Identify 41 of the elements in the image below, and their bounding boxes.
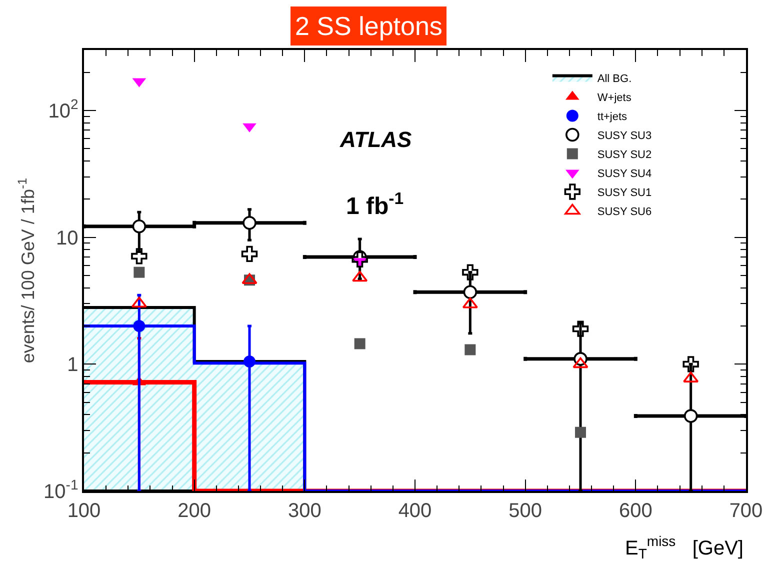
x-tick-label: 300 [288,500,322,522]
y-tick-label: 10 [56,227,78,250]
point [134,266,145,278]
legend-label: SUSY SU6 [597,206,652,218]
y-tick-label: 1 [67,354,78,376]
point [575,426,586,438]
legend-label: SUSY SU1 [597,187,652,200]
legend-label: SUSY SU4 [597,168,652,180]
point [242,216,256,230]
legend-label: All BG. [597,73,632,86]
point [684,409,698,423]
point [131,296,147,308]
annotation: ATLAS [339,127,412,152]
point [352,270,368,282]
x-axis-title: E$_{T}$$^{miss}$ [GeV] [625,533,744,562]
point [464,344,476,356]
x-tick-label: 500 [508,500,542,522]
point [462,264,478,280]
point [354,338,366,350]
point [682,356,699,372]
x-tick-label: 400 [398,500,432,522]
point [352,251,368,268]
point [133,320,146,332]
point [572,320,589,337]
point [242,273,258,284]
y-tick-label: 10$^{2}$ [48,96,78,123]
x-tick-label: 600 [618,500,652,522]
point [572,357,588,368]
annotation: 1 fb$^{-1}$ [346,189,404,220]
legend-label: tt+jets [597,111,628,124]
chart-title: 2 SS leptons [295,11,442,41]
legend-label: W+jets [597,92,632,104]
x-tick-label: 700 [729,500,763,522]
point [463,285,478,300]
legend-label: SUSY SU2 [597,149,652,162]
point [241,246,258,262]
legend-label: SUSY SU3 [597,130,652,142]
point [132,219,146,234]
point [244,355,256,368]
point [131,248,148,264]
x-tick-label: 200 [178,500,212,522]
